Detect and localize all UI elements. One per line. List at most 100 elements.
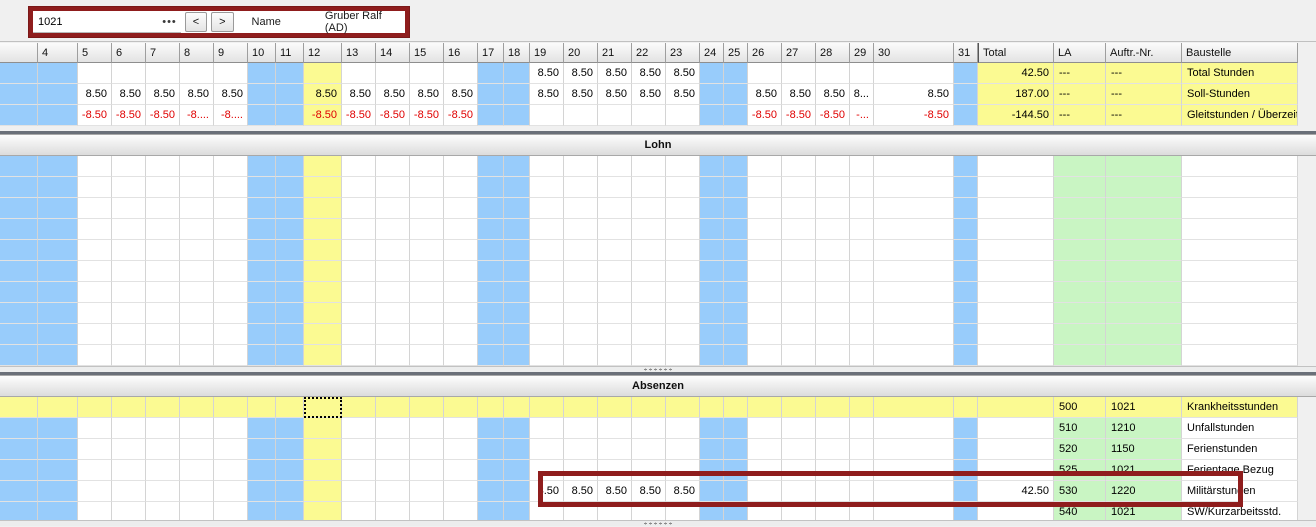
day-cell-31[interactable] xyxy=(954,261,978,282)
column-header-day-10[interactable]: 10 xyxy=(248,43,276,63)
day-cell-23[interactable] xyxy=(666,240,700,261)
day-cell-4[interactable] xyxy=(38,261,78,282)
day-cell-20[interactable] xyxy=(564,345,598,366)
day-cell-7[interactable] xyxy=(146,198,180,219)
column-header-total[interactable]: Total xyxy=(978,43,1054,63)
day-cell-blank[interactable] xyxy=(0,261,38,282)
summary-name-1[interactable]: Soll-Stunden xyxy=(1182,84,1298,105)
lohn-auftr-5[interactable] xyxy=(1106,261,1182,282)
lohn-la-7[interactable] xyxy=(1054,303,1106,324)
day-cell-11[interactable] xyxy=(276,282,304,303)
day-cell-30[interactable] xyxy=(874,418,954,439)
day-cell-14[interactable] xyxy=(376,63,410,84)
lohn-la-6[interactable] xyxy=(1054,282,1106,303)
day-cell-11[interactable] xyxy=(276,156,304,177)
day-cell-12[interactable] xyxy=(304,481,342,502)
column-header-day-30[interactable]: 30 xyxy=(874,43,954,63)
column-header-day-23[interactable]: 23 xyxy=(666,43,700,63)
day-cell-23[interactable] xyxy=(666,156,700,177)
day-cell-15[interactable] xyxy=(410,156,444,177)
day-cell-25[interactable] xyxy=(724,84,748,105)
day-cell-24[interactable] xyxy=(700,481,724,502)
day-cell-16[interactable] xyxy=(444,345,478,366)
day-cell-15[interactable] xyxy=(410,261,444,282)
day-cell-13[interactable] xyxy=(342,303,376,324)
column-header-day-7[interactable]: 7 xyxy=(146,43,180,63)
absenzen-name-4[interactable]: Militärstunden xyxy=(1182,481,1298,502)
lohn-name-3[interactable] xyxy=(1182,219,1298,240)
day-cell-29[interactable] xyxy=(850,418,874,439)
day-cell-5[interactable] xyxy=(78,397,112,418)
day-cell-21[interactable] xyxy=(598,345,632,366)
day-cell-9[interactable] xyxy=(214,397,248,418)
day-cell-31[interactable] xyxy=(954,219,978,240)
column-header-day-20[interactable]: 20 xyxy=(564,43,598,63)
day-cell-28[interactable] xyxy=(816,219,850,240)
day-cell-4[interactable] xyxy=(38,63,78,84)
day-cell-26[interactable] xyxy=(748,261,782,282)
lohn-la-0[interactable] xyxy=(1054,156,1106,177)
day-cell-21[interactable]: 8.50 xyxy=(598,481,632,502)
day-cell-25[interactable] xyxy=(724,397,748,418)
day-cell-12[interactable]: 8.50 xyxy=(304,84,342,105)
day-cell-6[interactable] xyxy=(112,219,146,240)
day-cell-17[interactable] xyxy=(478,261,504,282)
day-cell-28[interactable] xyxy=(816,418,850,439)
absenzen-name-3[interactable]: Ferientage Bezug xyxy=(1182,460,1298,481)
day-cell-16[interactable] xyxy=(444,240,478,261)
lohn-la-8[interactable] xyxy=(1054,324,1106,345)
day-cell-25[interactable] xyxy=(724,177,748,198)
day-cell-4[interactable] xyxy=(38,105,78,126)
day-cell-22[interactable] xyxy=(632,198,666,219)
day-cell-20[interactable] xyxy=(564,219,598,240)
column-header-baustelle[interactable]: Baustelle xyxy=(1182,43,1298,63)
day-cell-17[interactable] xyxy=(478,324,504,345)
absenzen-total-3[interactable] xyxy=(978,460,1054,481)
day-cell-22[interactable] xyxy=(632,439,666,460)
day-cell-5[interactable] xyxy=(78,481,112,502)
day-cell-blank[interactable] xyxy=(0,219,38,240)
day-cell-8[interactable] xyxy=(180,324,214,345)
day-cell-6[interactable] xyxy=(112,345,146,366)
day-cell-16[interactable] xyxy=(444,460,478,481)
day-cell-7[interactable] xyxy=(146,219,180,240)
day-cell-20[interactable] xyxy=(564,439,598,460)
day-cell-19[interactable] xyxy=(530,177,564,198)
day-cell-15[interactable] xyxy=(410,324,444,345)
day-cell-10[interactable] xyxy=(248,282,276,303)
day-cell-20[interactable] xyxy=(564,105,598,126)
day-cell-23[interactable] xyxy=(666,219,700,240)
day-cell-17[interactable] xyxy=(478,418,504,439)
day-cell-28[interactable] xyxy=(816,460,850,481)
day-cell-10[interactable] xyxy=(248,481,276,502)
day-cell-6[interactable] xyxy=(112,397,146,418)
day-cell-30[interactable] xyxy=(874,63,954,84)
column-header-day-blank[interactable] xyxy=(0,43,38,63)
day-cell-26[interactable] xyxy=(748,418,782,439)
lohn-la-3[interactable] xyxy=(1054,219,1106,240)
day-cell-23[interactable] xyxy=(666,282,700,303)
day-cell-22[interactable] xyxy=(632,219,666,240)
column-header-day-16[interactable]: 16 xyxy=(444,43,478,63)
lohn-total-5[interactable] xyxy=(978,261,1054,282)
lohn-absenzen-splitter[interactable] xyxy=(0,366,1316,372)
absenzen-auftr-0[interactable]: 1021 xyxy=(1106,397,1182,418)
day-cell-8[interactable] xyxy=(180,397,214,418)
day-cell-11[interactable] xyxy=(276,240,304,261)
day-cell-11[interactable] xyxy=(276,63,304,84)
day-cell-15[interactable] xyxy=(410,240,444,261)
day-cell-24[interactable] xyxy=(700,240,724,261)
summary-auftr-1[interactable]: --- xyxy=(1106,84,1182,105)
day-cell-24[interactable] xyxy=(700,439,724,460)
day-cell-14[interactable] xyxy=(376,481,410,502)
day-cell-blank[interactable] xyxy=(0,156,38,177)
day-cell-28[interactable] xyxy=(816,324,850,345)
day-cell-19[interactable] xyxy=(530,156,564,177)
day-cell-22[interactable] xyxy=(632,261,666,282)
day-cell-10[interactable] xyxy=(248,418,276,439)
day-cell-26[interactable] xyxy=(748,303,782,324)
day-cell-22[interactable] xyxy=(632,460,666,481)
day-cell-20[interactable] xyxy=(564,418,598,439)
day-cell-22[interactable] xyxy=(632,418,666,439)
day-cell-5[interactable] xyxy=(78,460,112,481)
